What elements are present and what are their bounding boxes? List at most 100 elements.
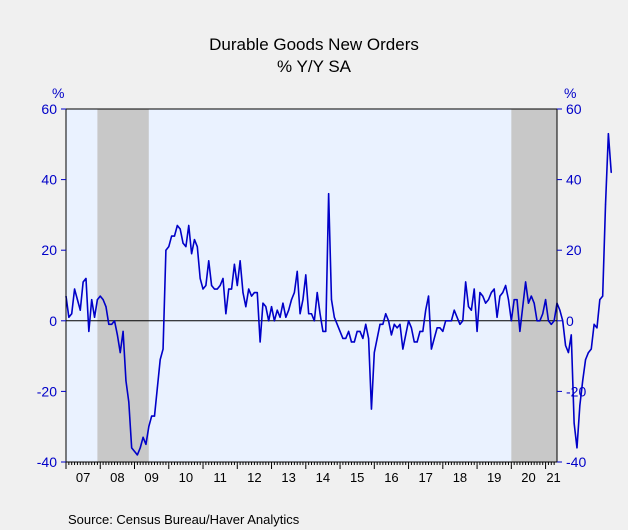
data-point: [516, 299, 518, 301]
data-point: [213, 288, 216, 290]
data-point: [133, 450, 136, 453]
data-point: [148, 426, 150, 428]
data-point: [219, 284, 221, 287]
data-point: [402, 348, 404, 350]
data-point: [91, 299, 93, 301]
data-point: [456, 316, 458, 318]
x-tick-label: 07: [76, 470, 90, 485]
y-tick-label: 60: [41, 101, 57, 117]
data-point: [233, 263, 236, 265]
data-point: [253, 291, 256, 294]
data-point: [476, 330, 478, 332]
data-point: [405, 334, 407, 336]
data-point: [242, 291, 244, 294]
data-point: [485, 302, 487, 304]
data-point: [199, 277, 201, 280]
data-point: [382, 323, 384, 325]
data-point: [465, 281, 467, 283]
data-point: [407, 320, 410, 322]
data-point: [356, 330, 358, 332]
data-point: [348, 330, 350, 332]
data-point: [370, 408, 373, 410]
source-note: Source: Census Bureau/Haver Analytics: [68, 512, 300, 527]
data-point: [570, 334, 572, 336]
data-point: [248, 288, 250, 290]
x-tick-label: 11: [213, 470, 227, 485]
data-point: [102, 299, 104, 301]
data-point: [71, 313, 73, 315]
data-point: [216, 288, 218, 290]
data-point: [453, 309, 455, 311]
data-point: [159, 359, 161, 361]
x-tick-label: 12: [247, 470, 261, 485]
data-point: [256, 291, 258, 294]
data-point: [473, 288, 475, 290]
data-point: [105, 306, 107, 308]
data-point: [419, 330, 421, 332]
data-point: [173, 235, 176, 237]
data-point: [490, 291, 492, 294]
data-point: [550, 323, 552, 325]
data-point: [396, 327, 398, 329]
series-line: [65, 132, 613, 456]
y-tick-label: 0: [566, 313, 574, 329]
data-point: [393, 323, 395, 325]
data-point: [584, 359, 587, 361]
data-point: [119, 351, 121, 354]
data-point: [527, 302, 530, 304]
recession-band: [97, 109, 149, 462]
data-point: [179, 228, 181, 230]
data-point: [607, 133, 609, 135]
data-point: [99, 295, 101, 297]
data-point: [524, 281, 527, 283]
data-point: [425, 309, 427, 311]
left-axis-unit: %: [52, 85, 64, 101]
x-tick-label: 13: [281, 470, 295, 485]
data-point: [562, 320, 564, 322]
data-point: [564, 344, 567, 347]
data-point: [410, 327, 413, 329]
data-point: [496, 316, 498, 318]
data-point: [282, 302, 284, 304]
data-point: [288, 309, 290, 311]
data-point: [113, 320, 116, 322]
x-tick-label: 20: [521, 470, 535, 485]
data-point: [142, 436, 144, 438]
data-point: [328, 193, 330, 195]
data-point: [447, 320, 450, 322]
data-point: [273, 320, 275, 322]
data-point: [205, 284, 207, 287]
x-tick-label: 09: [144, 470, 158, 485]
data-point: [319, 313, 321, 315]
data-point: [539, 320, 541, 322]
data-point: [82, 281, 84, 283]
data-point: [250, 295, 253, 297]
x-tick-label: 10: [179, 470, 193, 485]
data-point: [268, 320, 270, 322]
data-point: [390, 334, 393, 336]
data-point: [510, 320, 512, 322]
data-point: [353, 341, 355, 343]
data-point: [316, 291, 318, 294]
chart-subtitle: % Y/Y SA: [277, 57, 352, 76]
data-point: [285, 316, 287, 318]
data-point: [553, 320, 555, 322]
data-point: [270, 306, 273, 308]
data-point: [436, 327, 438, 329]
data-point: [122, 330, 124, 332]
data-point: [171, 235, 173, 237]
data-point: [445, 320, 447, 322]
data-point: [339, 330, 341, 332]
data-point: [587, 351, 590, 354]
data-point: [308, 313, 310, 315]
data-point: [442, 330, 444, 332]
data-point: [93, 316, 96, 318]
data-point: [88, 330, 90, 332]
data-point: [376, 337, 378, 340]
data-point: [567, 351, 570, 354]
data-point: [602, 295, 604, 297]
data-point: [430, 348, 432, 350]
data-point: [191, 253, 193, 255]
data-point: [193, 239, 196, 241]
